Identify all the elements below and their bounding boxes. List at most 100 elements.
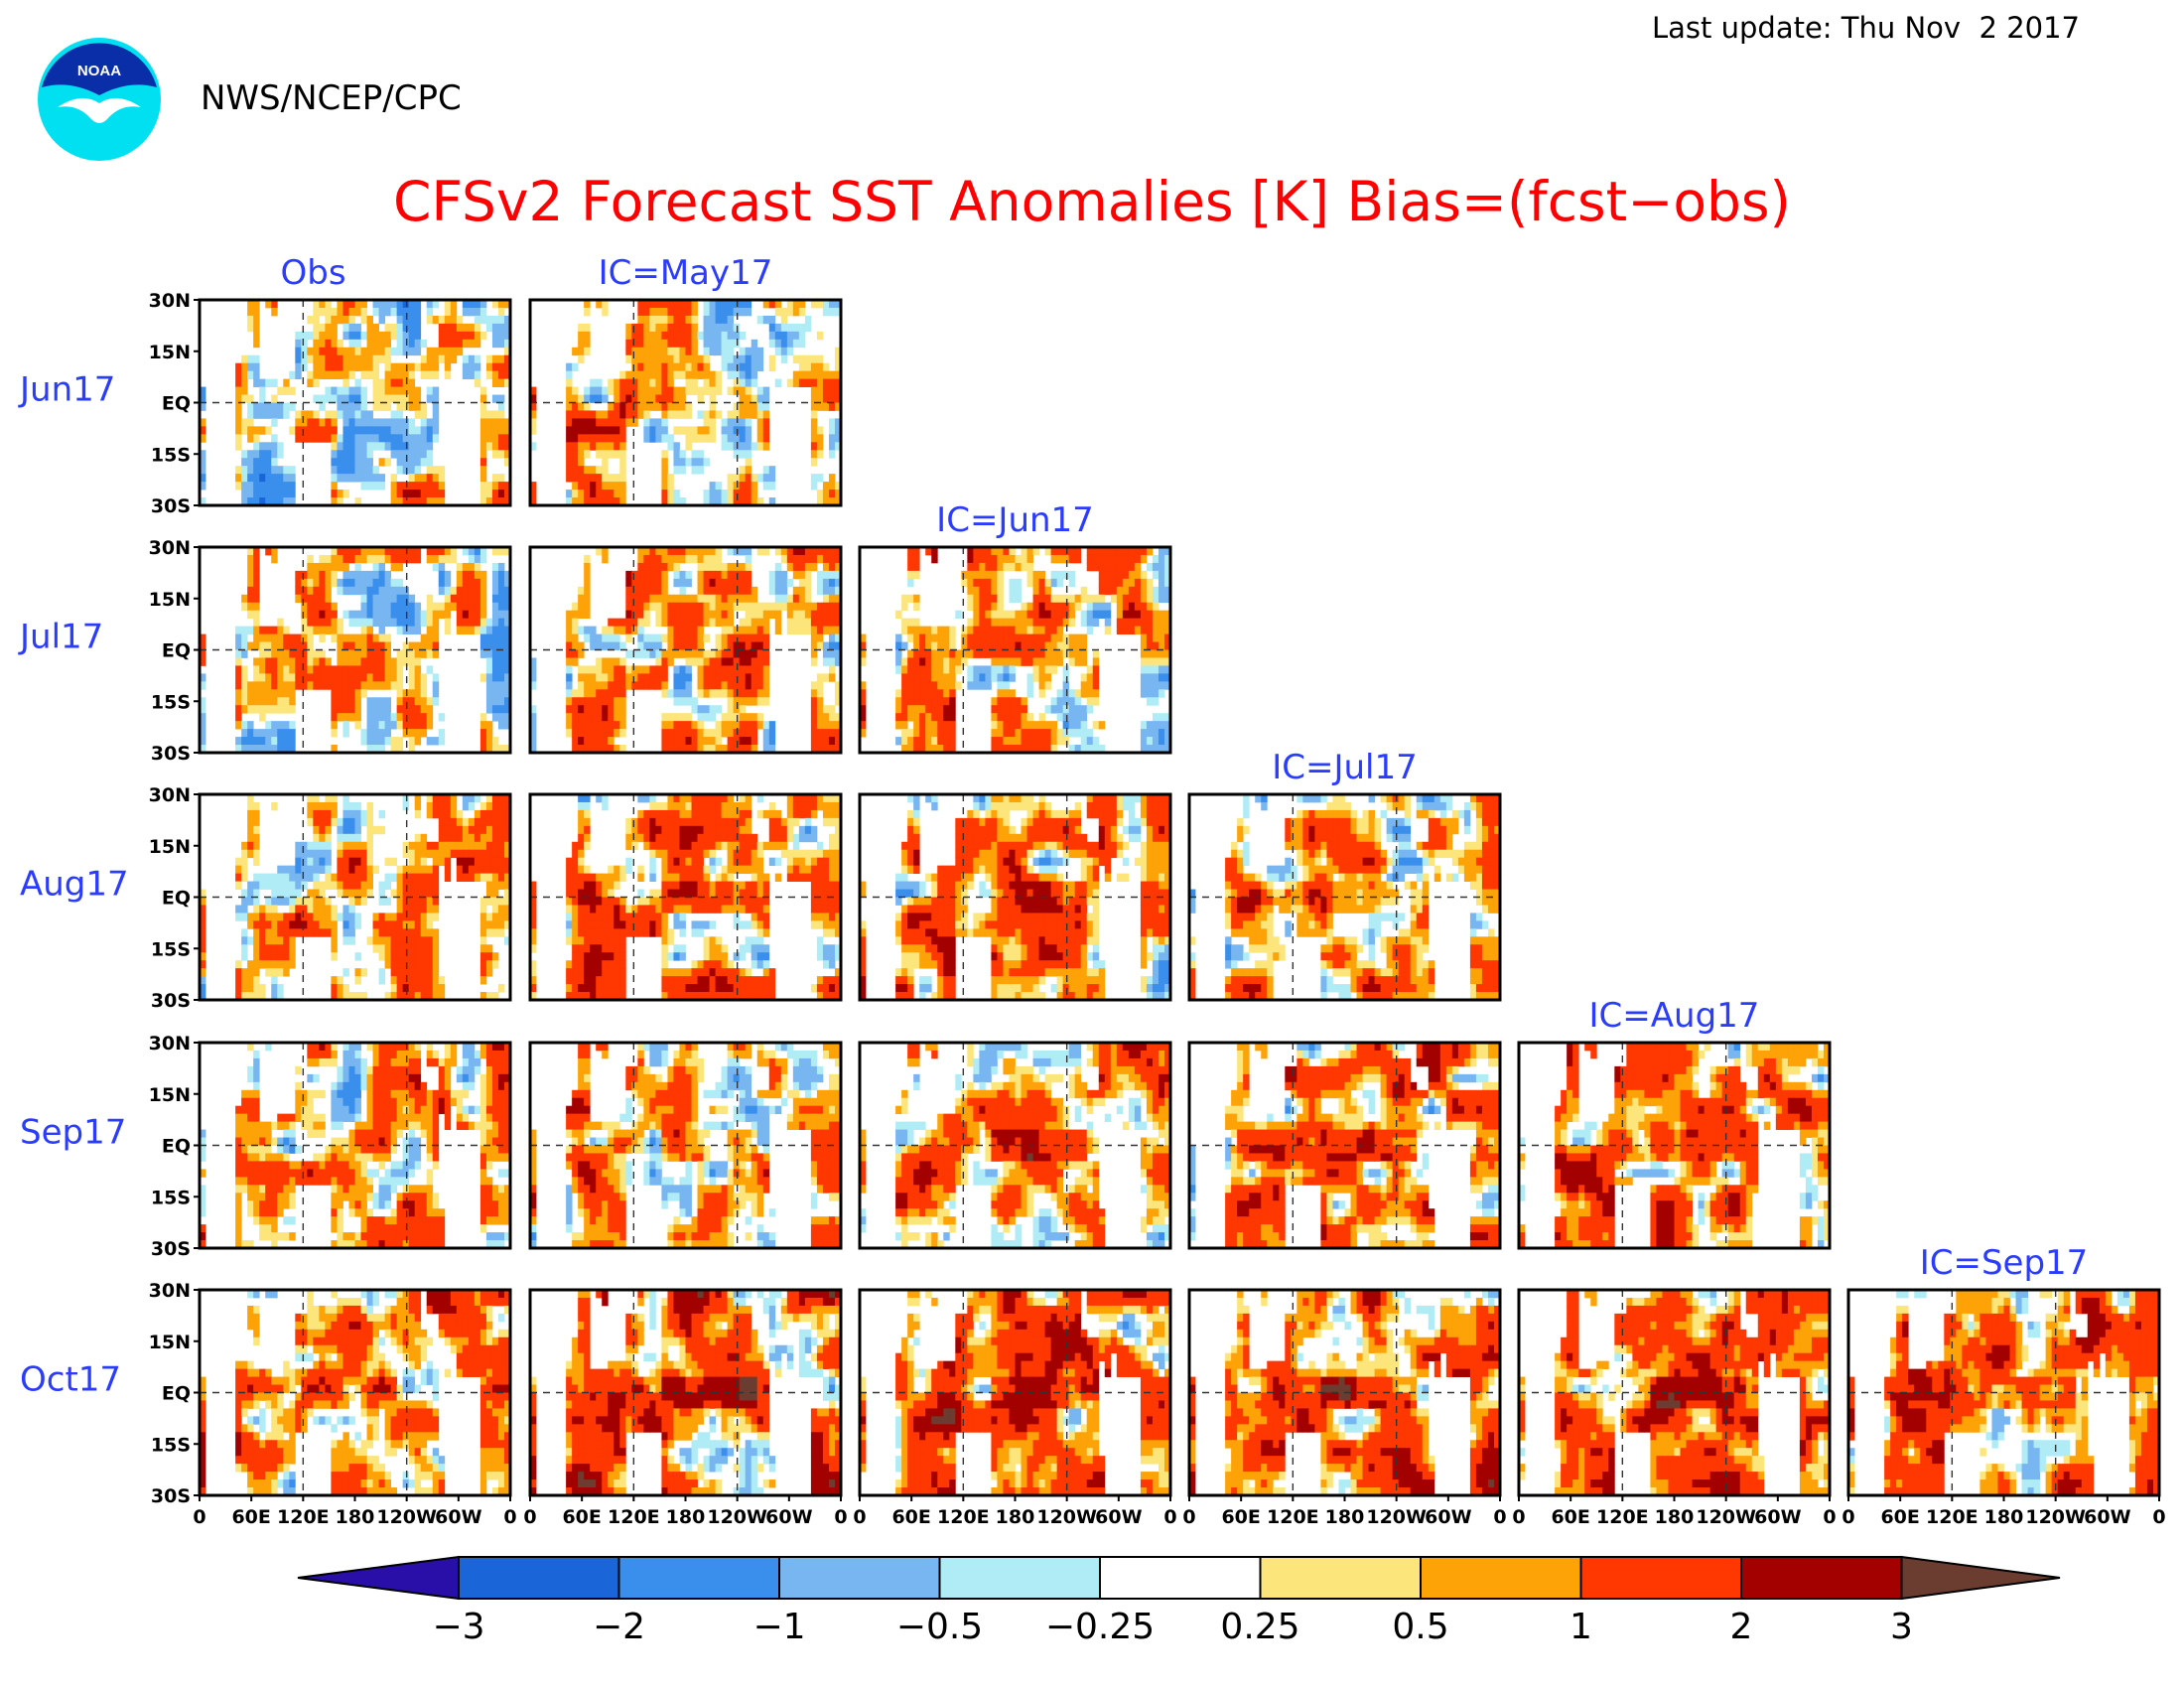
- heatmap-cell: [384, 960, 392, 969]
- heatmap-cell: [667, 729, 674, 738]
- heatmap-cell: [1080, 673, 1088, 682]
- heatmap-cell: [438, 809, 446, 819]
- heatmap-cell: [584, 482, 591, 491]
- heatmap-cell: [973, 547, 980, 556]
- heatmap-cell: [804, 323, 812, 333]
- heatmap-cell: [384, 602, 392, 612]
- heatmap-cell: [792, 833, 800, 843]
- heatmap-cell: [474, 586, 481, 596]
- heatmap-cell: [780, 841, 788, 851]
- heatmap-cell: [396, 657, 404, 666]
- heatmap-cell: [1086, 554, 1094, 564]
- heatmap-cell: [745, 410, 752, 419]
- heatmap-cell: [1038, 657, 1045, 666]
- heatmap-cell: [414, 801, 422, 811]
- heatmap-cell: [822, 610, 830, 620]
- heatmap-cell: [860, 705, 867, 714]
- heatmap-cell: [697, 745, 704, 754]
- heatmap-cell: [342, 697, 349, 706]
- heatmap-cell: [709, 649, 716, 658]
- heatmap-cell: [572, 865, 579, 875]
- heatmap-cell: [1086, 602, 1094, 612]
- heatmap-cell: [828, 418, 836, 427]
- heatmap-cell: [408, 913, 416, 921]
- heatmap-cell: [450, 841, 458, 851]
- heatmap-cell: [200, 697, 206, 706]
- heatmap-cell: [426, 394, 434, 403]
- heatmap-cell: [925, 697, 932, 706]
- heatmap-cell: [384, 681, 392, 690]
- heatmap-cell: [360, 458, 367, 467]
- heatmap-cell: [578, 857, 585, 867]
- heatmap-cell: [503, 920, 511, 929]
- heatmap-cell: [372, 331, 379, 341]
- heatmap-cell: [1003, 610, 1010, 620]
- heatmap-cell: [762, 649, 770, 658]
- heatmap-cell: [625, 649, 632, 658]
- heatmap-cell: [572, 610, 579, 620]
- heatmap-cell: [479, 801, 487, 811]
- heatmap-cell: [348, 386, 355, 395]
- heatmap-cell: [253, 849, 260, 859]
- heatmap-cell: [331, 673, 338, 682]
- heatmap-cell: [596, 378, 603, 387]
- heatmap-cell: [739, 689, 747, 698]
- heatmap-cell: [247, 984, 254, 993]
- heatmap-cell: [931, 689, 938, 698]
- heatmap-cell: [271, 721, 278, 730]
- heatmap-cell: [247, 849, 254, 859]
- heatmap-cell: [913, 689, 920, 698]
- heatmap-cell: [235, 626, 242, 634]
- heatmap-cell: [384, 347, 392, 356]
- heatmap-cell: [396, 968, 404, 977]
- heatmap-cell: [319, 618, 326, 628]
- heatmap-cell: [572, 745, 579, 754]
- heatmap-cell: [402, 315, 410, 325]
- noaa-logo-icon: NOAA: [38, 38, 161, 161]
- heatmap-cell: [997, 673, 1004, 682]
- heatmap-cell: [913, 570, 920, 580]
- heatmap-cell: [733, 825, 741, 835]
- heatmap-cell: [360, 474, 367, 483]
- heatmap-cell: [625, 347, 632, 356]
- heatmap-cell: [709, 729, 716, 738]
- heatmap-cell: [661, 354, 668, 364]
- heatmap-cell: [497, 307, 505, 317]
- heatmap-cell: [1140, 633, 1148, 642]
- heatmap-cell: [727, 673, 735, 682]
- heatmap-cell: [745, 474, 752, 483]
- heatmap-cell: [691, 697, 698, 706]
- heatmap-cell: [360, 865, 367, 875]
- heatmap-cell: [679, 386, 686, 395]
- heatmap-cell: [408, 897, 416, 906]
- heatmap-cell: [816, 610, 824, 620]
- heatmap-cell: [1026, 737, 1033, 746]
- heatmap-cell: [331, 873, 338, 882]
- heatmap-cell: [637, 354, 644, 364]
- heatmap-cell: [751, 841, 758, 851]
- heatmap-cell: [342, 466, 349, 475]
- heatmap-cell: [342, 547, 349, 556]
- heatmap-cell: [247, 610, 254, 620]
- heatmap-cell: [360, 992, 367, 1001]
- heatmap-cell: [408, 745, 416, 754]
- heatmap-cell: [834, 689, 842, 698]
- heatmap-cell: [378, 578, 385, 588]
- heatmap-cell: [348, 300, 355, 309]
- heatmap-cell: [625, 817, 632, 827]
- heatmap-cell: [342, 370, 349, 380]
- heatmap-cell: [679, 809, 686, 819]
- heatmap-cell: [614, 490, 620, 498]
- heatmap-cell: [301, 347, 308, 356]
- heatmap-cell: [828, 618, 836, 628]
- heatmap-cell: [1026, 721, 1033, 730]
- heatmap-cell: [637, 586, 644, 596]
- heatmap-cell: [745, 641, 752, 650]
- heatmap-cell: [354, 394, 361, 403]
- heatmap-cell: [384, 370, 392, 380]
- heatmap-cell: [828, 729, 836, 738]
- heatmap-cell: [426, 370, 434, 380]
- heatmap-cell: [733, 657, 741, 666]
- heatmap-cell: [331, 705, 338, 714]
- heatmap-cell: [1152, 618, 1160, 628]
